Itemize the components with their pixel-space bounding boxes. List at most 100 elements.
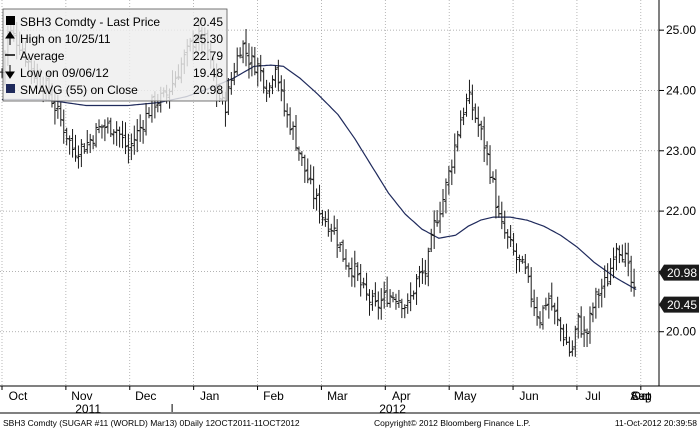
price-bar: [546, 292, 551, 319]
price-bar: [111, 129, 116, 145]
price-bar: [593, 287, 598, 319]
x-tick-label: Nov: [71, 389, 92, 403]
price-bar: [355, 262, 360, 282]
price-bar: [596, 288, 601, 309]
y-tick-label: 25.00: [666, 23, 696, 37]
price-bar: [388, 289, 393, 308]
price-bar: [470, 84, 475, 121]
price-bar: [379, 288, 384, 320]
price-bar: [549, 282, 554, 311]
legend-value: 20.98: [193, 83, 223, 97]
price-bar: [108, 117, 113, 138]
price-bar: [67, 135, 72, 155]
price-bar: [485, 141, 490, 166]
legend-label: SBH3 Comdty - Last Price: [20, 15, 160, 29]
x-tick-label: Jun: [519, 389, 538, 403]
price-bar: [429, 228, 434, 253]
price-bar: [535, 296, 540, 326]
price-bar: [226, 78, 231, 116]
y-tick-label: 22.00: [666, 204, 696, 218]
price-bar: [432, 210, 437, 249]
x-tick-label: Mar: [327, 389, 348, 403]
legend-row: High on 10/25/11 25.30: [5, 31, 223, 46]
price-bar: [458, 110, 463, 139]
price-bar: [441, 188, 445, 218]
legend-value: 25.30: [193, 32, 223, 46]
price-tags: 20.98 20.45: [659, 264, 699, 313]
price-bar: [88, 133, 93, 154]
x-tick-label: Aug: [630, 389, 651, 403]
price-bar: [302, 154, 307, 183]
y-tick-label: 23.00: [666, 144, 696, 158]
price-bar: [423, 259, 428, 285]
x-tick-label: Sep: [630, 389, 652, 403]
price-bar: [329, 223, 334, 242]
price-bar: [258, 54, 263, 82]
price-tag: 20.98: [659, 264, 699, 281]
x-tick-label: Oct: [9, 389, 28, 403]
price-bar: [373, 282, 378, 307]
x-tick-label: May: [454, 389, 477, 403]
price-bar: [141, 120, 146, 144]
price-bar: [461, 107, 466, 126]
price-bar: [361, 277, 366, 289]
high-marker-icon: [5, 31, 15, 45]
price-bar: [273, 65, 278, 88]
price-bar: [370, 289, 375, 311]
price-bar: [455, 130, 460, 152]
price-bar: [349, 257, 354, 287]
price-bar: [294, 114, 298, 152]
price-bar: [58, 102, 63, 127]
price-bar: [561, 324, 566, 347]
price-bar: [232, 62, 237, 86]
price-bar: [620, 244, 625, 263]
price-bar: [623, 242, 628, 267]
price-bar: [314, 188, 319, 211]
price-tag-label: 20.98: [667, 266, 697, 280]
legend-label: Low on 09/06/12: [20, 66, 109, 80]
price-bar: [520, 255, 525, 264]
price-bar: [391, 291, 396, 303]
price-bar: [323, 211, 328, 227]
price-bar: [508, 225, 513, 248]
axes: [0, 0, 700, 387]
price-bar: [76, 145, 81, 169]
price-bar: [255, 57, 260, 87]
price-bar: [632, 268, 637, 297]
legend-row: Low on 09/06/12 19.48: [5, 65, 223, 80]
price-tag-box: [659, 296, 699, 313]
price-bar: [320, 209, 325, 226]
y-tick-label: 20.00: [666, 325, 696, 339]
price-bar: [467, 79, 472, 104]
price-bar: [490, 171, 495, 183]
price-bar: [570, 340, 575, 357]
price-bar: [499, 201, 504, 230]
price-bar: [244, 28, 249, 67]
price-bar: [246, 43, 251, 79]
price-bar: [305, 158, 310, 184]
price-bar: [393, 293, 398, 310]
price-bar: [238, 47, 243, 59]
legend-value: 22.79: [193, 49, 223, 63]
price-bar: [138, 114, 143, 142]
price-tag: 20.45: [659, 296, 699, 313]
legend-label: Average: [20, 49, 65, 63]
price-bar: [538, 311, 543, 329]
price-bar: [376, 291, 381, 320]
price-bar: [552, 302, 557, 325]
footer-copyright: Copyright© 2012 Bloomberg Finance L.P.: [374, 418, 530, 428]
price-bar: [326, 209, 331, 237]
price-bar: [132, 125, 137, 155]
price-bar: [411, 290, 416, 300]
x-tick-label: Jul: [585, 389, 600, 403]
price-bar: [529, 267, 534, 308]
price-bar: [402, 304, 407, 319]
price-bar: [99, 124, 104, 139]
legend-swatch: [6, 84, 15, 93]
price-bar: [396, 289, 401, 308]
price-bar: [417, 265, 422, 288]
price-bar: [270, 75, 275, 95]
price-bar: [540, 305, 545, 330]
price-bar: [476, 106, 481, 137]
